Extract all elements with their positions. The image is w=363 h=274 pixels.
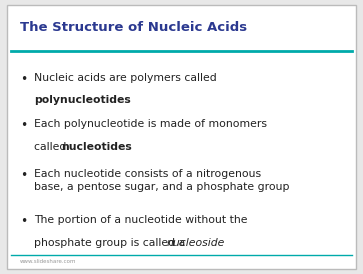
- Text: •: •: [20, 169, 27, 181]
- Text: •: •: [20, 73, 27, 85]
- Text: •: •: [20, 215, 27, 228]
- Text: Nucleic acids are polymers called: Nucleic acids are polymers called: [34, 73, 217, 82]
- Text: Each polynucleotide is made of monomers: Each polynucleotide is made of monomers: [34, 119, 268, 129]
- Text: •: •: [20, 119, 27, 132]
- Text: phosphate group is called a: phosphate group is called a: [34, 238, 189, 247]
- Text: The portion of a nucleotide without the: The portion of a nucleotide without the: [34, 215, 248, 225]
- Text: nucleotides: nucleotides: [61, 142, 132, 152]
- Text: Each nucleotide consists of a nitrogenous
base, a pentose sugar, and a phosphate: Each nucleotide consists of a nitrogenou…: [34, 169, 290, 192]
- Text: called: called: [34, 142, 70, 152]
- Text: The Structure of Nucleic Acids: The Structure of Nucleic Acids: [20, 21, 247, 33]
- Text: polynucleotides: polynucleotides: [34, 95, 131, 105]
- FancyBboxPatch shape: [7, 5, 356, 269]
- Text: www.slideshare.com: www.slideshare.com: [20, 259, 77, 264]
- Text: nucleoside: nucleoside: [167, 238, 225, 247]
